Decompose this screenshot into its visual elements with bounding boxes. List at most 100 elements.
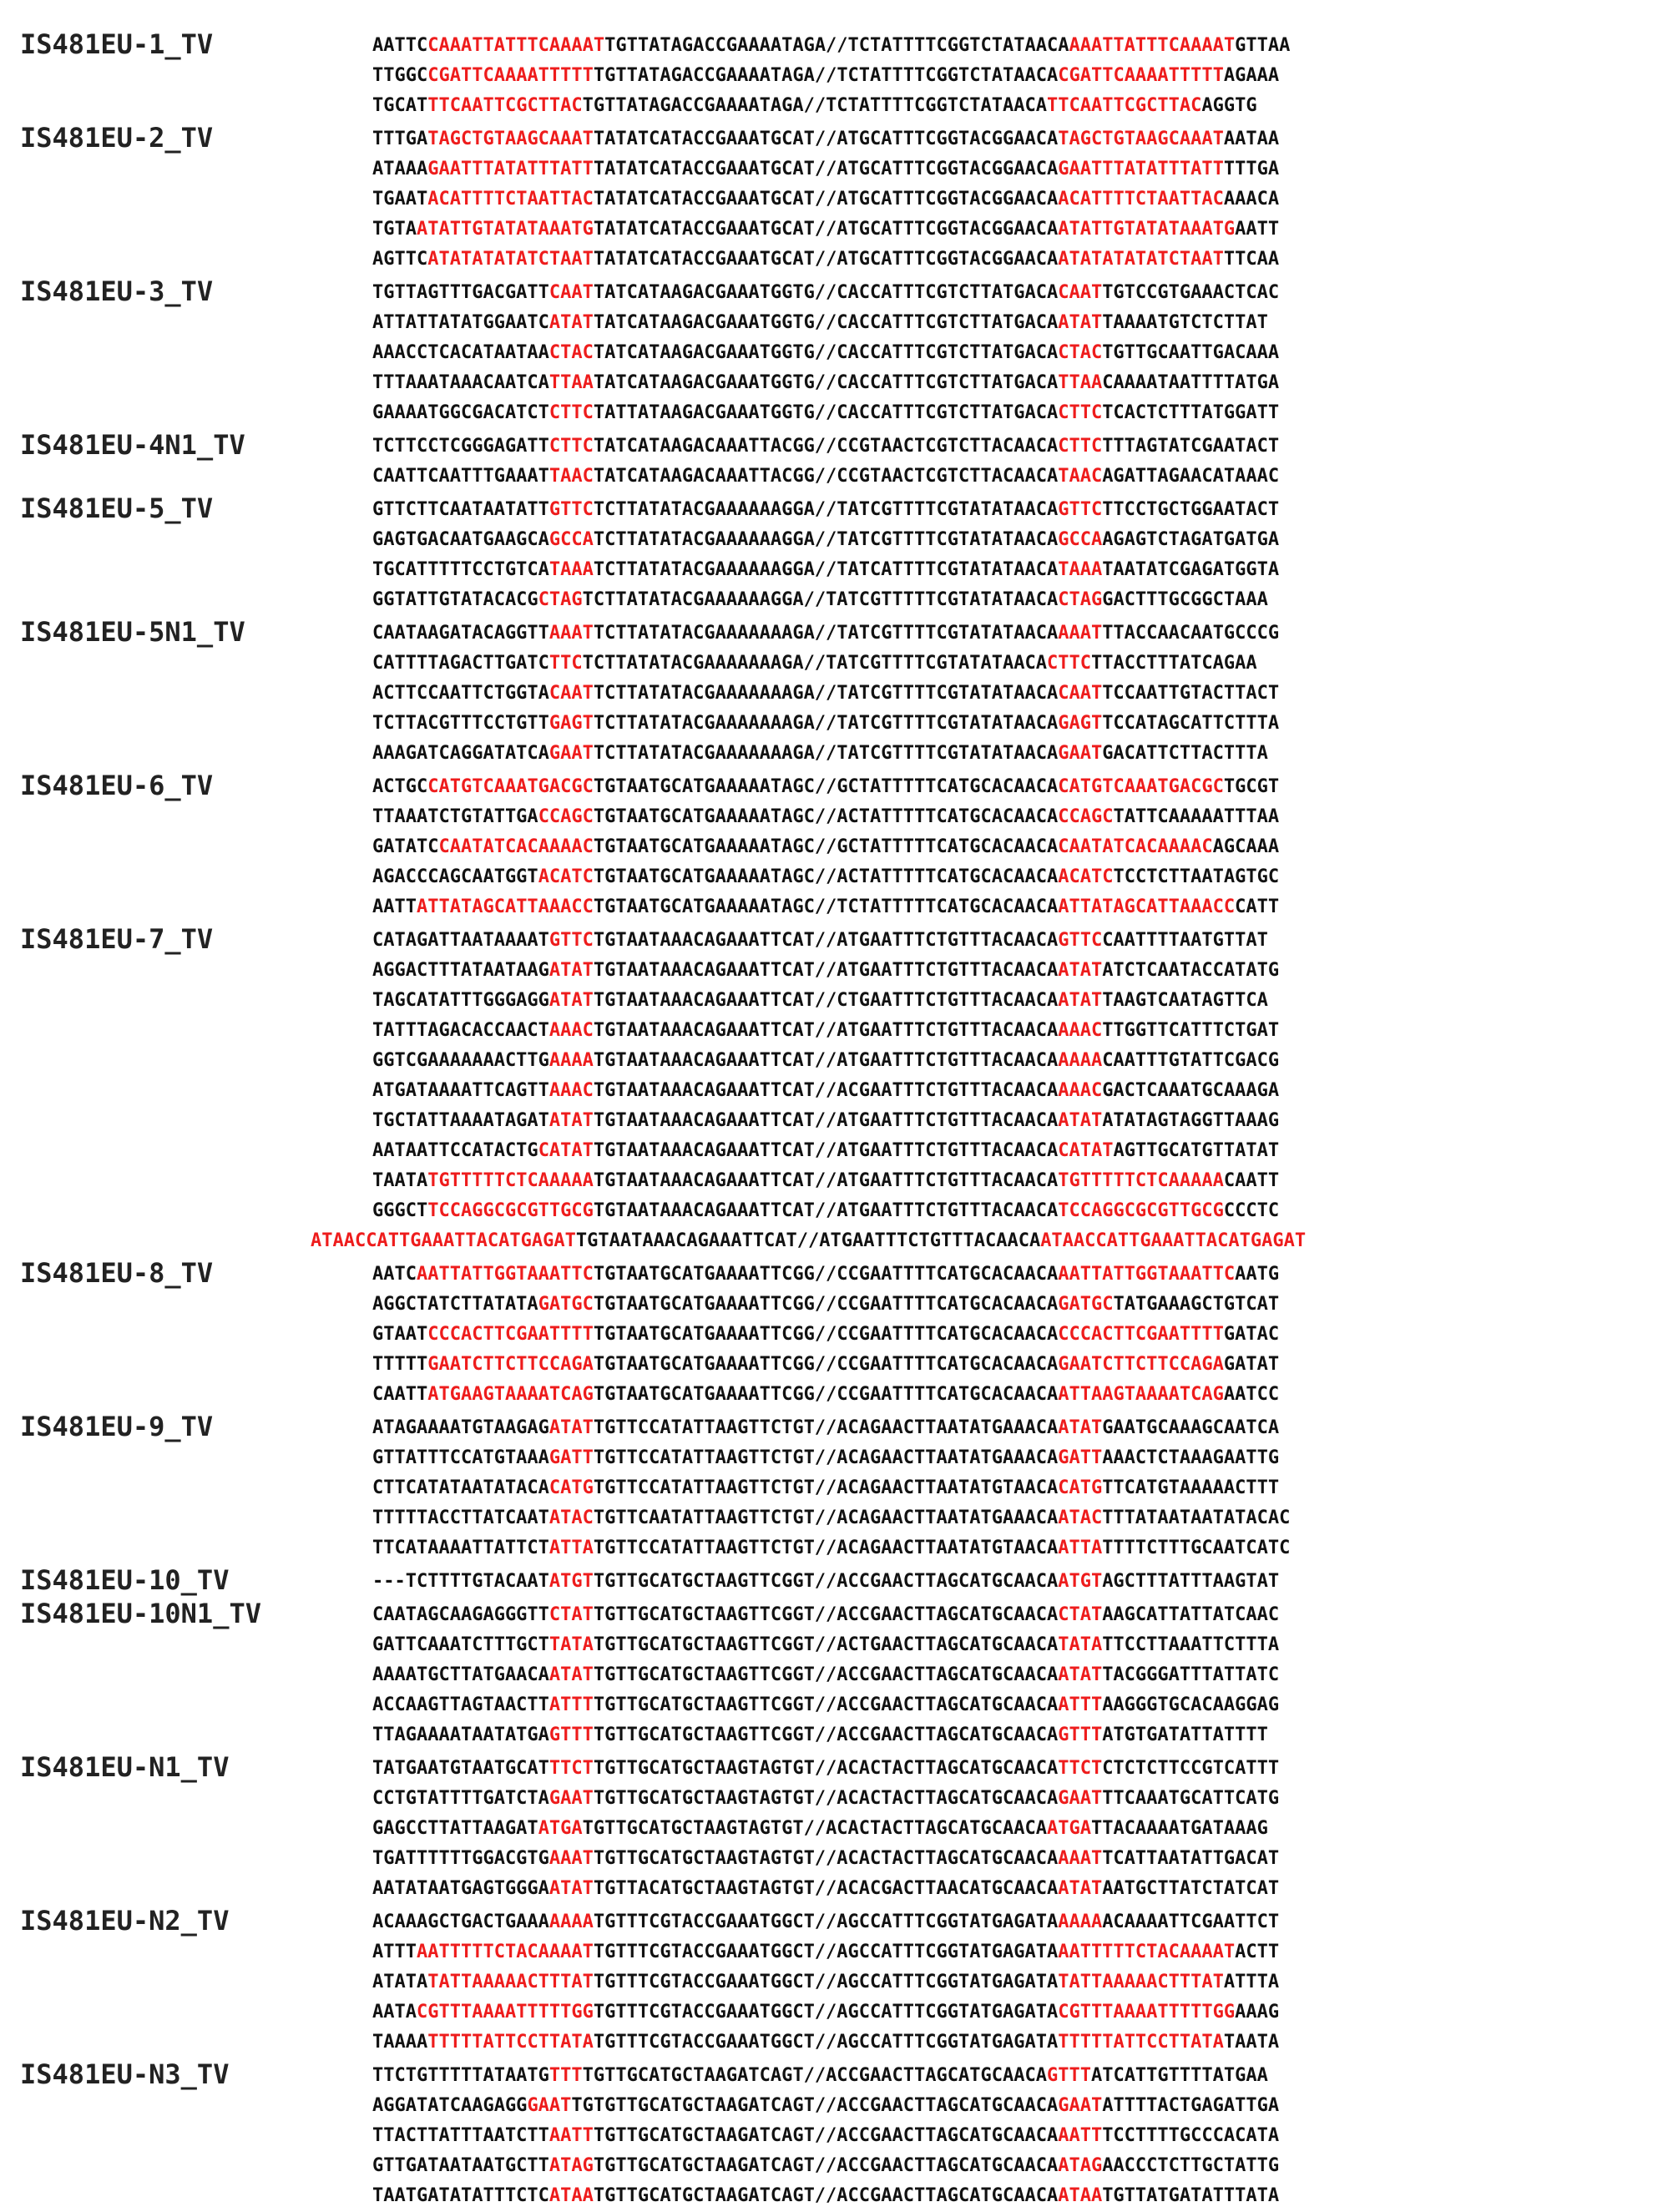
flank-left: GGTCGAAAAAAACTTG [372, 1050, 549, 1071]
flank-left: AATC [372, 1264, 417, 1285]
tsd-left: ATAT [548, 1878, 594, 1899]
sequence-row: TTCATAAAATTATTCTATTATGTTCCATATTAAGTTCTGT… [0, 1534, 1658, 1564]
flank-left: TGATTTTTTGGACGTG [372, 1848, 549, 1869]
transposon-label: IS481EU-10N1_TV [20, 1598, 261, 1629]
tsd-left: ATAT [548, 312, 594, 333]
terminal-inverted-repeats: TATCATAAGACAAATTACGG//CCGTAACTCGTCTTACAA… [593, 436, 1059, 457]
tsd-left: GTTC [548, 930, 594, 951]
tsd-left: ATTA [548, 1538, 594, 1558]
tsd-left: ATGAAGTAAAATCAG [427, 1384, 594, 1405]
sequence-text: AAAATGCTTATGAACAATATTGTTGCATGCTAAGTTCGGT… [372, 1664, 1279, 1687]
sequence-row: GAAAATGGCGACATCTCTTCTATTATAAGACGAAATGGTG… [0, 399, 1658, 429]
flank-right: TTACAAAATGATAAAG [1090, 1818, 1268, 1839]
tsd-left: GAGT [548, 713, 594, 734]
sequence-text: ACTTCCAATTCTGGTACAATTCTTATATACGAAAAAAAGA… [372, 682, 1279, 705]
tsd-left: ATAACCATTGAAATTACATGAGAT [311, 1230, 576, 1251]
sequence-text: ATTTAATTTTTCTACAAAATTGTTTCGTACCGAAATGGCT… [372, 1941, 1279, 1964]
sequence-text: GTAATCCCACTTCGAATTTTTGTAATGCATGAAAATTCGG… [372, 1323, 1279, 1346]
terminal-inverted-repeats: TCTTATATACGAAAAAAAGA//TATCGTTTTCGTATATAA… [582, 653, 1047, 674]
sequence-text: CAATAAGATACAGGTTAAATTCTTATATACGAAAAAAAGA… [372, 622, 1279, 645]
flank-left: AGGATATCAAGAGG [372, 2095, 528, 2116]
tsd-right: ATGT [1058, 1571, 1103, 1592]
sequence-text: GTTGATAATAATGCTTATAGTGTTGCATGCTAAGATCAGT… [372, 2154, 1279, 2178]
tsd-left: CAATATCACAAAAC [438, 836, 594, 857]
tsd-right: GAAT [1058, 743, 1103, 764]
flank-right: AAAG [1235, 2002, 1280, 2023]
flank-left: AAAATGCTTATGAACA [372, 1664, 549, 1685]
flank-right: TGTTGCAATTGACAAA [1102, 342, 1280, 363]
transposon-label: IS481EU-7_TV [20, 923, 214, 955]
tsd-left: AATT [548, 2125, 594, 2146]
transposon-label: IS481EU-N1_TV [20, 1751, 230, 1783]
sequence-text: ATATATATTAAAAACTTTATTGTTTCGTACCGAAATGGCT… [372, 1971, 1279, 1994]
flank-left: GAGCCTTATTAAGAT [372, 1818, 538, 1839]
flank-left: CAATT [372, 1384, 428, 1405]
transposon-label: IS481EU-2_TV [20, 122, 214, 154]
sequence-text: TGATTTTTTGGACGTGAAATTGTTGCATGCTAAGTAGTGT… [372, 1847, 1279, 1871]
terminal-inverted-repeats: TGTTGCATGCTAAGTTCGGT//ACCGAACTTAGCATGCAA… [593, 1571, 1059, 1592]
tsd-right: AATTTTTCTACAAAAT [1058, 1942, 1236, 1962]
tsd-right: CAAT [1058, 683, 1103, 704]
sequence-row: TTTAAATAAACAATCATTAATATCATAAGACGAAATGGTG… [0, 369, 1658, 399]
tsd-left: ATAG [548, 2155, 594, 2176]
flank-right: AACCCTCTTGCTATTG [1102, 2155, 1280, 2176]
flank-left: TGTA [372, 219, 417, 240]
sequence-text: ---TCTTTTGTACAATATGTTGTTGCATGCTAAGTTCGGT… [372, 1570, 1279, 1593]
transposon-label: IS481EU-3_TV [20, 275, 214, 307]
tsd-left: GAATTTATATTTATT [427, 159, 594, 179]
sequence-text: AGACCCAGCAATGGTACATCTGTAATGCATGAAAAATAGC… [372, 866, 1279, 889]
sequence-row: TGAATACATTTTCTAATTACTATATCATACCGAAATGCAT… [0, 185, 1658, 215]
sequence-text: TTACTTATTTAATCTTAATTTGTTGCATGCTAAGATCAGT… [372, 2124, 1279, 2148]
flank-left: TAATGATATATTTCTC [372, 2185, 549, 2206]
terminal-inverted-repeats: TGTTGCATGCTAAGATCAGT//ACCGAACTTAGCATGCAA… [593, 2125, 1059, 2146]
flank-right: CATT [1235, 896, 1280, 917]
tsd-right: ATAT [1058, 1110, 1103, 1131]
tsd-left: CGATTCAAAATTTTT [427, 65, 594, 86]
tsd-right: AAAC [1058, 1080, 1103, 1101]
terminal-inverted-repeats: TGTAATGCATGAAAATTCGG//CCGAATTTTCATGCACAA… [593, 1354, 1059, 1375]
sequence-text: CAATTATGAAGTAAAATCAGTGTAATGCATGAAAATTCGG… [372, 1383, 1279, 1406]
terminal-inverted-repeats: TGTAATGCATGAAAATTCGG//CCGAATTTTCATGCACAA… [593, 1264, 1059, 1285]
flank-right: TAATATCGAGATGGTA [1102, 559, 1280, 580]
sequence-text: ACCAAGTTAGTAACTTATTTTGTTGCATGCTAAGTTCGGT… [372, 1694, 1279, 1717]
sequence-alignment-document: IS481EU-1_TV AATTCCAAATTATTTCAAAATTGTTATA… [0, 30, 1658, 2206]
flank-right: AGAGTCTAGATGATGA [1102, 529, 1280, 550]
sequence-text: AATATAATGAGTGGGAATATTGTTACATGCTAAGTAGTGT… [372, 1877, 1279, 1901]
flank-right: AAACA [1223, 189, 1280, 210]
tsd-left: TCCAGGCGCGTTGCG [427, 1200, 594, 1221]
tsd-right: CTAG [1058, 589, 1103, 610]
flank-right: CAATTTTAATGTTAT [1102, 930, 1268, 951]
tsd-left: AAAT [548, 623, 594, 644]
sequence-row: AGGCTATCTTATATAGATGCTGTAATGCATGAAAATTCGG… [0, 1290, 1658, 1321]
flank-right: TAAGTCAATAGTTCA [1102, 990, 1268, 1011]
flank-right: AATT [1235, 219, 1280, 240]
tsd-right: AAAA [1058, 1912, 1103, 1932]
terminal-inverted-repeats: TGTTATAGACCGAAAATAGA//TCTATTTTCGGTCTATAA… [593, 65, 1059, 86]
tsd-right: ATATTGTATATAAATG [1058, 219, 1236, 240]
sequence-text: AGGATATCAAGAGGGAATTGTGTTGCATGCTAAGATCAGT… [372, 2094, 1279, 2118]
terminal-inverted-repeats: TATCATAAGACAAATTACGG//CCGTAACTCGTCTTACAA… [593, 466, 1059, 487]
sequence-row: GTTGATAATAATGCTTATAGTGTTGCATGCTAAGATCAGT… [0, 2152, 1658, 2182]
sequence-text: AATACGTTTAAAATTTTTGGTGTTTCGTACCGAAATGGCT… [372, 2001, 1279, 2024]
tsd-left: GCCA [548, 529, 594, 550]
flank-left: TATTTAGACACCAACT [372, 1020, 549, 1041]
tsd-left: ATGT [548, 1571, 594, 1592]
sequence-text: TGAATACATTTTCTAATTACTATATCATACCGAAATGCAT… [372, 188, 1279, 211]
terminal-inverted-repeats: TGTTGCATGCTAAGTTCGGT//ACCGAACTTAGCATGCAA… [593, 1694, 1059, 1715]
terminal-inverted-repeats: TGTTACATGCTAAGTAGTGT//ACACGACTTAACATGCAA… [593, 1878, 1059, 1899]
sequence-row: TGATTTTTTGGACGTGAAATTGTTGCATGCTAAGTAGTGT… [0, 1845, 1658, 1875]
sequence-row: IS481EU-6_TV ACTGCCATGTCAAATGACGCTGTAATGC… [0, 771, 1658, 803]
flank-right: GACTCAAATGCAAAGA [1102, 1080, 1280, 1101]
tsd-right: TGTTTTTCTCAAAAA [1058, 1170, 1224, 1191]
terminal-inverted-repeats: TGTAATGCATGAAAATTCGG//CCGAATTTTCATGCACAA… [593, 1384, 1059, 1405]
tsd-left: ATAT [548, 1664, 594, 1685]
tsd-right: CTAT [1058, 1604, 1103, 1625]
flank-right: TTTTCTTTGCAATCATC [1102, 1538, 1291, 1558]
terminal-inverted-repeats: TGTTGCATGCTAAGATCAGT//ACCGAACTTAGCATGCAA… [593, 2185, 1059, 2206]
terminal-inverted-repeats: TGTAATAAACAGAAATTCAT//ATGAATTTCTGTTTACAA… [575, 1230, 1041, 1251]
flank-right: TTCCTTAAATTCTTTA [1102, 1634, 1280, 1655]
sequence-text: TAAAATTTTTATTCCTTATATGTTTCGTACCGAAATGGCT… [372, 2031, 1279, 2054]
flank-left: GGGCT [372, 1200, 428, 1221]
tsd-right: TAAA [1058, 559, 1103, 580]
sequence-row: AATTATTATAGCATTAAACCTGTAATGCATGAAAAATAGC… [0, 893, 1658, 923]
